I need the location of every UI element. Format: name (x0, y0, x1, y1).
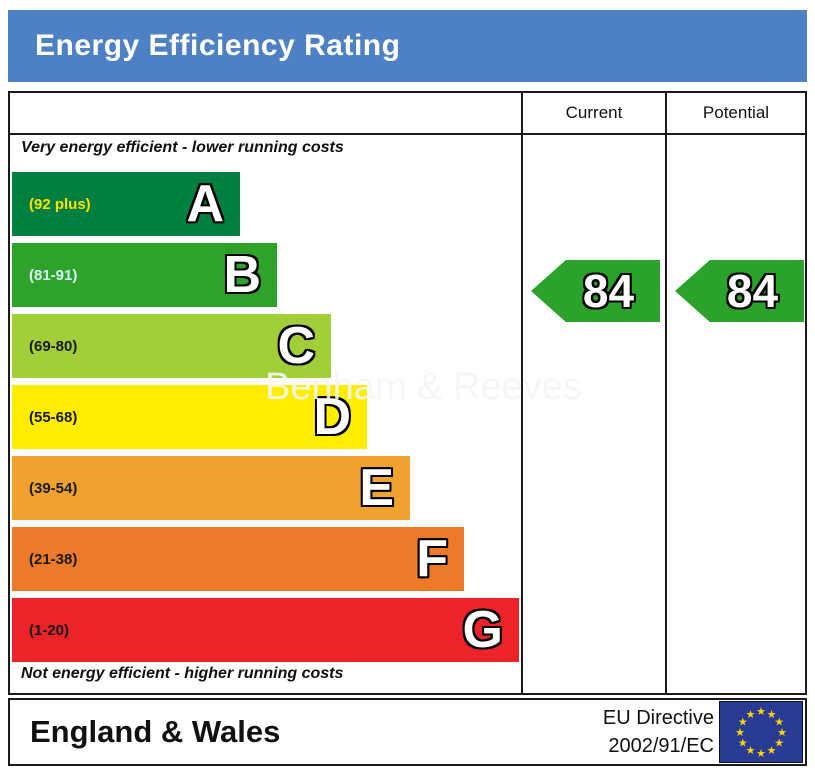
eu-directive-line2: 2002/91/EC (608, 735, 714, 757)
band-row: (21-38) F (12, 527, 464, 591)
svg-text:★: ★ (777, 726, 787, 739)
svg-text:★: ★ (746, 708, 756, 721)
column-divider (521, 93, 523, 693)
svg-text:★: ★ (767, 744, 777, 757)
potential-rating-value: 84 (726, 265, 779, 317)
current-column-header: Current (565, 103, 623, 122)
band-range-label: (39-54) (29, 479, 78, 497)
svg-text:★: ★ (738, 737, 748, 750)
svg-text:★: ★ (756, 705, 766, 718)
caption-not-efficient: Not energy efficient - higher running co… (21, 665, 344, 682)
title-bar: Energy Efficiency Rating (8, 10, 807, 82)
eu-directive-line1: EU Directive (602, 707, 714, 729)
svg-text:★: ★ (738, 716, 748, 729)
band-row: (55-68) D (12, 385, 367, 449)
band-letter: A (186, 175, 224, 233)
band-range-label: (69-80) (29, 337, 78, 355)
band-row: (39-54) E (12, 456, 410, 520)
band-letter: E (359, 459, 394, 517)
band-letter: D (313, 388, 351, 446)
column-divider (665, 93, 667, 693)
svg-text:★: ★ (746, 744, 756, 757)
svg-text:★: ★ (774, 716, 784, 729)
band-range-label: (81-91) (29, 266, 78, 284)
potential-column-header: Potential (702, 103, 770, 122)
band-row: (69-80) C (12, 314, 331, 378)
current-rating-value: 84 (582, 265, 635, 317)
band-row: (1-20) G (12, 598, 519, 662)
band-row: (81-91) B (12, 243, 277, 307)
svg-text:★: ★ (735, 726, 745, 739)
svg-text:★: ★ (774, 737, 784, 750)
svg-text:★: ★ (756, 747, 766, 760)
svg-text:★: ★ (767, 708, 777, 721)
current-rating-arrow: 84 (531, 260, 660, 322)
band-letter: G (462, 601, 503, 659)
potential-rating-arrow: 84 (675, 260, 804, 322)
footer-bar: England & Wales EU Directive 2002/91/EC … (8, 698, 807, 766)
band-letter: F (416, 530, 448, 588)
region-label: England & Wales (30, 714, 281, 749)
band-range-label: (1-20) (29, 621, 70, 639)
band-range-label: (92 plus) (29, 195, 91, 213)
band-letter: B (223, 246, 261, 304)
band-range-label: (21-38) (29, 550, 78, 568)
band-letter: C (277, 317, 315, 375)
rating-table: Current Potential Very energy efficient … (8, 91, 807, 695)
eu-flag-icon: ★ ★ ★ ★ ★ ★ ★ ★ ★ ★ ★ ★ (719, 701, 803, 763)
band-row: (92 plus) A (12, 172, 240, 236)
page-title: Energy Efficiency Rating (35, 29, 401, 62)
eu-flag-stars: ★ ★ ★ ★ ★ ★ ★ ★ ★ ★ ★ ★ (735, 705, 787, 760)
caption-very-efficient: Very energy efficient - lower running co… (21, 139, 344, 156)
band-range-label: (55-68) (29, 408, 78, 426)
eu-directive-label: EU Directive 2002/91/EC (550, 704, 714, 760)
header-divider (10, 133, 805, 135)
